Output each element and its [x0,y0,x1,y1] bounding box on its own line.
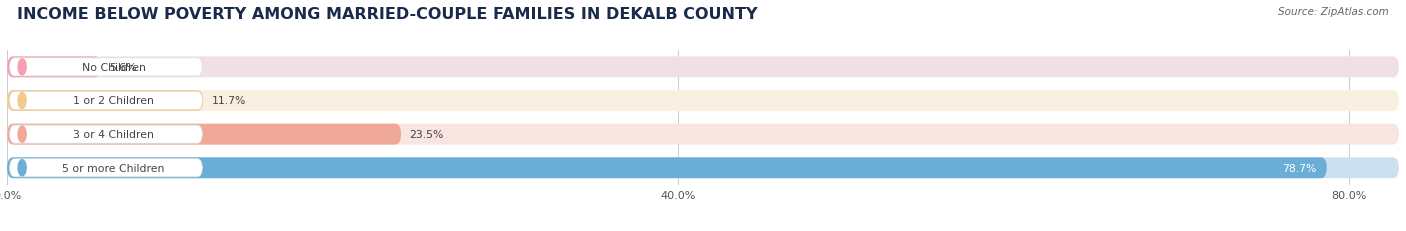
FancyBboxPatch shape [7,124,401,145]
Circle shape [18,60,27,76]
FancyBboxPatch shape [10,125,202,144]
Text: 3 or 4 Children: 3 or 4 Children [73,130,155,140]
FancyBboxPatch shape [7,158,1327,178]
FancyBboxPatch shape [7,91,204,111]
Text: Source: ZipAtlas.com: Source: ZipAtlas.com [1278,7,1389,17]
Text: No Children: No Children [82,63,145,73]
Circle shape [18,93,27,109]
FancyBboxPatch shape [7,124,1399,145]
FancyBboxPatch shape [10,159,202,177]
FancyBboxPatch shape [10,92,202,110]
Text: 1 or 2 Children: 1 or 2 Children [73,96,155,106]
FancyBboxPatch shape [7,91,1399,111]
FancyBboxPatch shape [7,158,1399,178]
FancyBboxPatch shape [7,57,1399,78]
Text: 11.7%: 11.7% [212,96,246,106]
Text: 5 or more Children: 5 or more Children [62,163,165,173]
FancyBboxPatch shape [7,57,101,78]
Circle shape [18,127,27,143]
Text: INCOME BELOW POVERTY AMONG MARRIED-COUPLE FAMILIES IN DEKALB COUNTY: INCOME BELOW POVERTY AMONG MARRIED-COUPL… [17,7,758,22]
Text: 5.6%: 5.6% [110,63,136,73]
Text: 23.5%: 23.5% [409,130,444,140]
FancyBboxPatch shape [10,58,202,77]
Circle shape [18,160,27,176]
Text: 78.7%: 78.7% [1282,163,1317,173]
